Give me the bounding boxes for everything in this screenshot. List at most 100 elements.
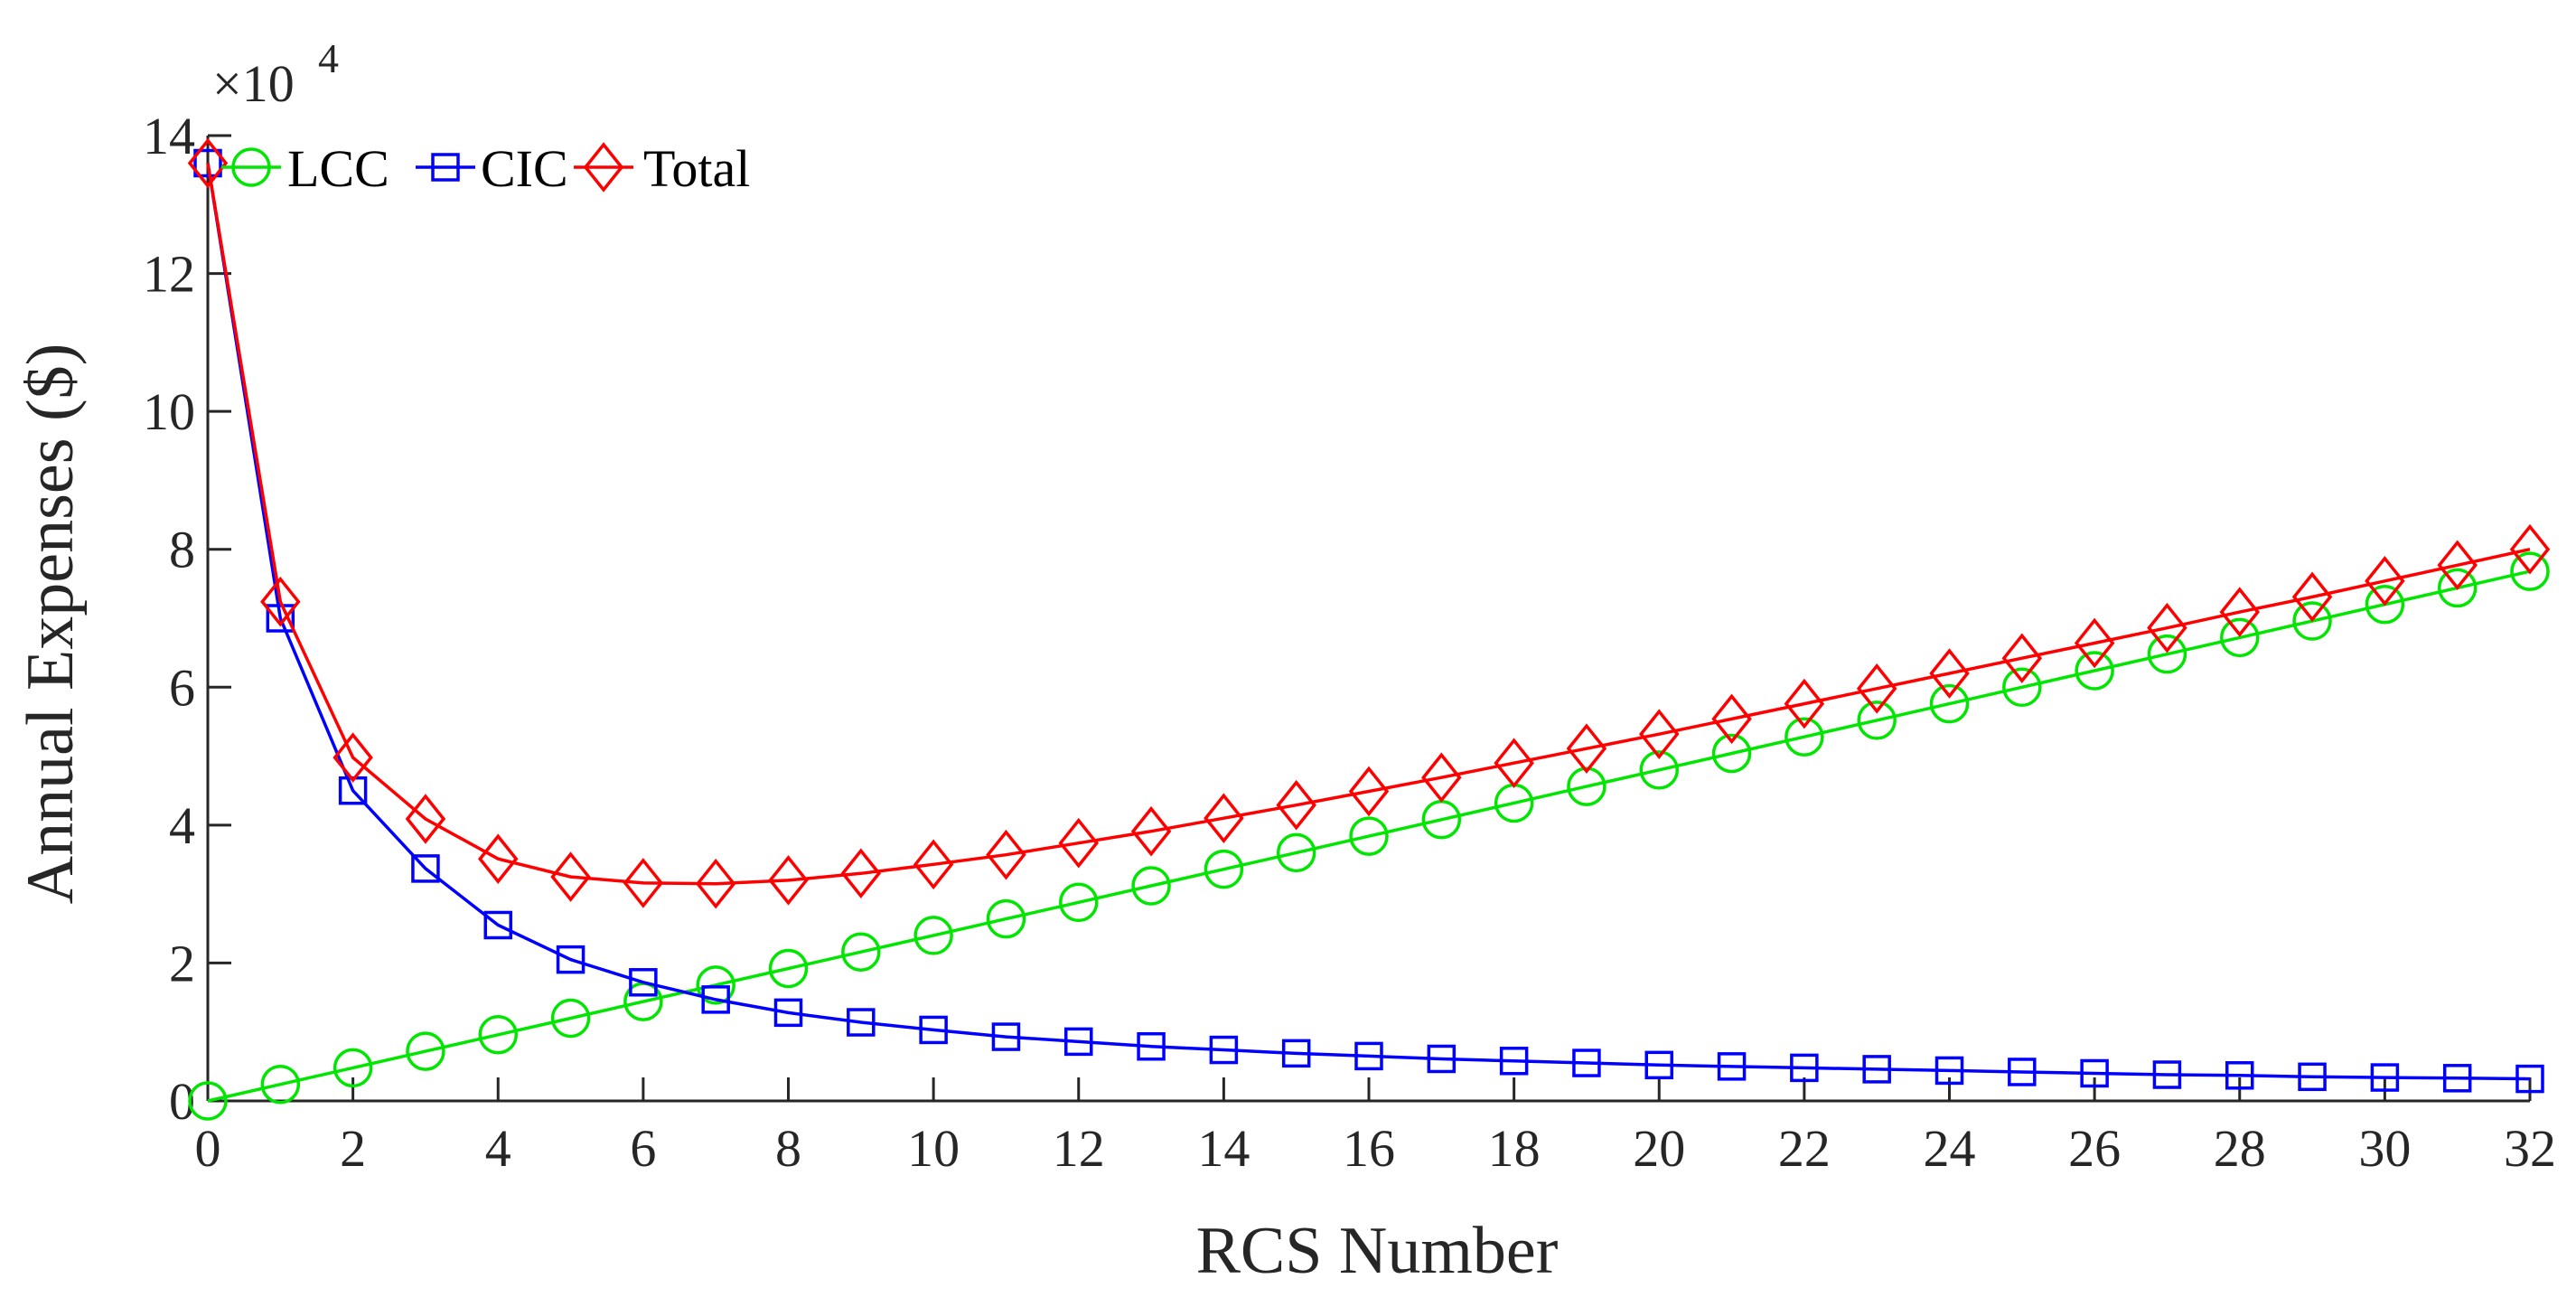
data-point-total [1711, 693, 1752, 745]
data-point-total [1929, 648, 1970, 699]
data-point-lcc [1059, 882, 1099, 923]
data-point-lcc [1711, 733, 1752, 774]
data-point-lcc [1857, 701, 1897, 740]
series-line-total [206, 163, 2531, 886]
data-point-total [1276, 779, 1316, 831]
data-point-total [2147, 602, 2187, 654]
x-tick-label: 8 [775, 1119, 801, 1178]
x-tick-label: 22 [1778, 1119, 1831, 1178]
data-point-cic [1934, 1056, 1964, 1086]
data-point-lcc [696, 965, 735, 1005]
data-point-cic [483, 910, 512, 940]
x-tick-label: 2 [340, 1119, 366, 1178]
data-point-total [840, 848, 882, 899]
x-tick-label: 10 [907, 1119, 960, 1178]
data-point-total [2509, 523, 2551, 575]
y-tick-label: 8 [169, 521, 195, 579]
legend-label: CIC [481, 139, 568, 198]
y-tick-label: 4 [169, 796, 195, 855]
series-layer [187, 137, 2551, 1121]
data-point-lcc [841, 932, 881, 972]
y-multiplier-exponent: 4 [318, 35, 339, 81]
data-point-total [1058, 817, 1099, 869]
y-tick-label: 2 [169, 934, 195, 992]
x-axis-title: RCS Number [1196, 1214, 1559, 1288]
series-line-lcc [207, 569, 2531, 1103]
legend-swatch-marker [431, 153, 460, 182]
data-point-total [260, 576, 301, 627]
series-lcc [188, 551, 2550, 1121]
data-point-total [2074, 617, 2115, 669]
data-point-lcc [478, 1015, 518, 1055]
data-point-lcc [2002, 667, 2042, 708]
data-point-total [1421, 752, 1462, 804]
x-tick-label: 20 [1633, 1119, 1685, 1178]
data-point-lcc [2220, 617, 2260, 658]
data-point-cic [847, 1008, 876, 1037]
x-tick-label: 0 [195, 1119, 221, 1178]
x-tick-label: 16 [1343, 1119, 1395, 1178]
data-point-lcc [913, 916, 953, 955]
y-axis-title-group: Annual Expenses ($) [14, 343, 88, 905]
x-tick-label: 28 [2214, 1119, 2266, 1178]
data-point-cic [2008, 1058, 2037, 1086]
data-point-lcc [2437, 568, 2478, 608]
data-point-lcc [1276, 832, 1316, 873]
series-total [187, 137, 2551, 909]
legend-swatch-marker [231, 147, 271, 187]
x-tick-label: 30 [2358, 1119, 2411, 1178]
data-point-total [478, 833, 519, 885]
data-point-cic [991, 1022, 1021, 1051]
data-point-lcc [1929, 683, 1970, 724]
data-point-lcc [2147, 634, 2187, 674]
data-point-total [187, 137, 229, 189]
data-point-lcc [333, 1048, 373, 1088]
data-point-total [913, 839, 954, 890]
y-tick-label: 12 [143, 245, 195, 304]
legend-label: LCC [287, 139, 389, 198]
data-point-cic [2225, 1061, 2254, 1090]
data-point-total [1348, 766, 1390, 817]
data-point-total [550, 851, 591, 902]
data-point-cic [2152, 1060, 2182, 1089]
x-tick-label: 14 [1197, 1119, 1250, 1178]
data-point-lcc [1349, 816, 1389, 856]
y-tick-label: 6 [169, 658, 195, 717]
data-point-total [1784, 678, 1825, 729]
data-point-cic [2370, 1063, 2400, 1092]
data-point-cic [1790, 1053, 1819, 1083]
x-tick-label: 26 [2068, 1119, 2121, 1178]
x-tick-label: 18 [1488, 1119, 1541, 1178]
data-point-cic [1354, 1041, 1383, 1071]
y-tick-label: 14 [143, 107, 195, 165]
data-point-total [2001, 633, 2043, 684]
y-axis-title: Annual Expenses ($) [14, 343, 88, 905]
data-point-total [768, 855, 809, 906]
data-point-cic [193, 148, 222, 178]
data-point-cic [1862, 1055, 1891, 1084]
data-point-lcc [1131, 866, 1171, 906]
x-tick-label: 4 [485, 1119, 511, 1178]
y-tick-label: 10 [143, 382, 195, 441]
data-point-lcc [986, 898, 1026, 939]
data-point-total [333, 732, 373, 783]
data-point-cic [1209, 1035, 1239, 1065]
data-point-cic [2442, 1064, 2472, 1093]
data-point-total [1639, 709, 1680, 759]
data-point-cic [773, 998, 803, 1028]
legend-item-lcc: LCC [221, 139, 389, 198]
x-tick-label: 6 [630, 1119, 656, 1178]
data-point-total [405, 794, 446, 844]
data-point-lcc [260, 1064, 301, 1105]
series-line-cic [206, 163, 2531, 1081]
data-point-lcc [1204, 849, 1244, 889]
data-point-total [2291, 571, 2333, 623]
data-point-total [1856, 663, 1897, 714]
data-point-total [623, 858, 664, 908]
data-point-cic [1427, 1044, 1457, 1074]
data-point-total [1204, 793, 1244, 844]
data-point-total [986, 829, 1026, 880]
data-point-cic [2080, 1058, 2109, 1088]
